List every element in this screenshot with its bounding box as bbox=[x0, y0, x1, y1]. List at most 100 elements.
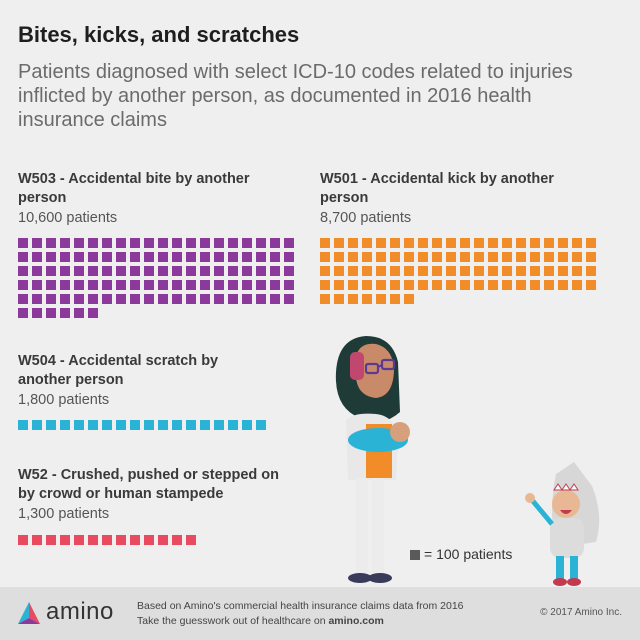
waffle-square-kick bbox=[404, 294, 414, 304]
waffle-square-bite bbox=[32, 266, 42, 276]
waffle-square-bite bbox=[214, 238, 224, 248]
waffle-square-kick bbox=[460, 280, 470, 290]
waffle-square-scratch bbox=[46, 420, 56, 430]
waffle-square-bite bbox=[60, 252, 70, 262]
waffle-square-bite bbox=[102, 266, 112, 276]
waffle-square-kick bbox=[348, 266, 358, 276]
waffle-square-bite bbox=[18, 266, 28, 276]
waffle-square-kick bbox=[586, 252, 596, 262]
waffle-square-bite bbox=[256, 252, 266, 262]
waffle-square-bite bbox=[88, 238, 98, 248]
waffle-square-kick bbox=[586, 280, 596, 290]
waffle-square-kick bbox=[390, 280, 400, 290]
waffle-square-bite bbox=[270, 266, 280, 276]
waffle-square-scratch bbox=[186, 420, 196, 430]
waffle-square-bite bbox=[228, 252, 238, 262]
waffle-square-bite bbox=[200, 266, 210, 276]
waffle-square-bite bbox=[88, 294, 98, 304]
baby-head bbox=[390, 422, 410, 442]
waffle-square-bite bbox=[88, 266, 98, 276]
waffle-square-bite bbox=[60, 266, 70, 276]
waffle-square-kick bbox=[530, 280, 540, 290]
chart-subtitle: Patients diagnosed with select ICD-10 co… bbox=[18, 61, 573, 131]
waffle-square-bite bbox=[242, 266, 252, 276]
waffle-square-kick bbox=[334, 294, 344, 304]
waffle-square-stampede bbox=[186, 535, 196, 545]
series-label-stampede: W52 - Crushed, pushed or stepped on by c… bbox=[18, 466, 298, 522]
kid-shoe-left bbox=[553, 578, 567, 586]
waffle-square-stampede bbox=[60, 535, 70, 545]
brand-name: amino bbox=[46, 598, 114, 625]
waffle-square-kick bbox=[460, 252, 470, 262]
waffle-square-bite bbox=[284, 280, 294, 290]
waffle-square-kick bbox=[558, 280, 568, 290]
waffle-square-bite bbox=[172, 280, 182, 290]
waffle-square-kick bbox=[502, 238, 512, 248]
waffle-square-scratch bbox=[144, 420, 154, 430]
waffle-square-bite bbox=[144, 266, 154, 276]
waffle-square-bite bbox=[74, 266, 84, 276]
waffle-square-bite bbox=[186, 280, 196, 290]
waffle-square-stampede bbox=[158, 535, 168, 545]
waffle-square-kick bbox=[474, 266, 484, 276]
waffle-square-bite bbox=[32, 280, 42, 290]
waffle-square-bite bbox=[172, 294, 182, 304]
waffle-square-kick bbox=[362, 280, 372, 290]
footer-link[interactable]: amino.com bbox=[328, 615, 384, 627]
waffle-square-bite bbox=[256, 280, 266, 290]
waffle-square-kick bbox=[572, 252, 582, 262]
waffle-square-bite bbox=[284, 238, 294, 248]
series-label-bite: W503 - Accidental bite by another person… bbox=[18, 170, 258, 226]
waffle-square-kick bbox=[446, 252, 456, 262]
waffle-square-bite bbox=[172, 266, 182, 276]
waffle-square-kick bbox=[376, 252, 386, 262]
legend-label: = 100 patients bbox=[424, 546, 513, 562]
waffle-square-kick bbox=[502, 280, 512, 290]
waffle-square-bite bbox=[144, 280, 154, 290]
amino-logo-icon bbox=[18, 602, 40, 624]
waffle-square-bite bbox=[32, 252, 42, 262]
waffle-square-bite bbox=[88, 252, 98, 262]
waffle-square-kick bbox=[390, 238, 400, 248]
waffle-square-kick bbox=[320, 238, 330, 248]
waffle-square-stampede bbox=[116, 535, 126, 545]
waffle-square-scratch bbox=[214, 420, 224, 430]
waffle-square-bite bbox=[270, 238, 280, 248]
waffle-square-bite bbox=[130, 238, 140, 248]
waffle-square-scratch bbox=[242, 420, 252, 430]
waffle-square-kick bbox=[362, 294, 372, 304]
waffle-square-kick bbox=[320, 266, 330, 276]
waffle-square-kick bbox=[334, 266, 344, 276]
series-count-label: 8,700 patients bbox=[320, 210, 412, 226]
waffle-square-kick bbox=[390, 294, 400, 304]
waffle-square-scratch bbox=[256, 420, 266, 430]
waffle-square-bite bbox=[74, 252, 84, 262]
waffle-squares bbox=[18, 238, 596, 545]
waffle-square-bite bbox=[74, 280, 84, 290]
footer-line-2: Take the guesswork out of healthcare on … bbox=[137, 614, 464, 629]
waffle-square-kick bbox=[376, 238, 386, 248]
series-count-label: 1,300 patients bbox=[18, 506, 110, 522]
waffle-square-kick bbox=[432, 238, 442, 248]
waffle-square-kick bbox=[572, 280, 582, 290]
waffle-square-kick bbox=[516, 266, 526, 276]
waffle-square-scratch bbox=[158, 420, 168, 430]
waffle-square-kick bbox=[516, 280, 526, 290]
waffle-square-bite bbox=[130, 252, 140, 262]
waffle-square-bite bbox=[74, 238, 84, 248]
waffle-square-scratch bbox=[130, 420, 140, 430]
waffle-square-bite bbox=[116, 266, 126, 276]
waffle-square-bite bbox=[102, 252, 112, 262]
waffle-square-kick bbox=[558, 252, 568, 262]
waffle-square-kick bbox=[530, 238, 540, 248]
footer-source-note: Based on Amino's commercial health insur… bbox=[137, 599, 464, 629]
glasses-bridge bbox=[377, 364, 383, 368]
copyright: © 2017 Amino Inc. bbox=[540, 607, 622, 618]
waffle-square-scratch bbox=[228, 420, 238, 430]
waffle-square-kick bbox=[390, 252, 400, 262]
waffle-square-kick bbox=[404, 252, 414, 262]
waffle-square-kick bbox=[474, 252, 484, 262]
waffle-square-bite bbox=[18, 252, 28, 262]
shark-teeth bbox=[553, 483, 579, 491]
waffle-square-bite bbox=[18, 280, 28, 290]
